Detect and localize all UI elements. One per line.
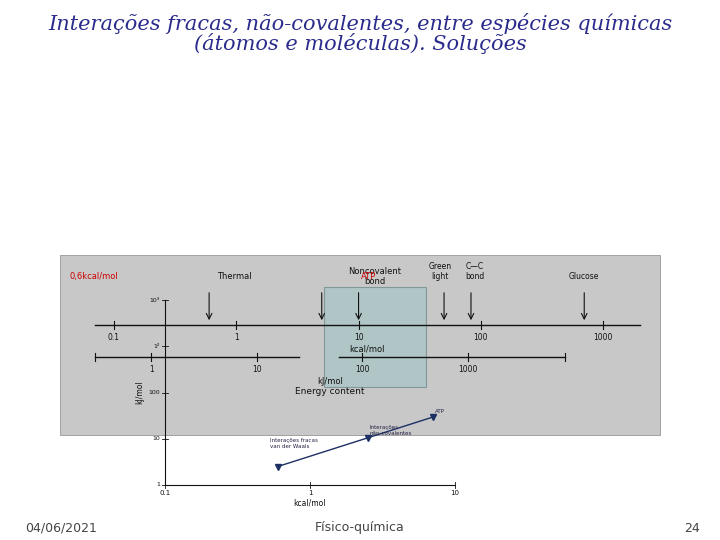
Text: Noncovalent
bond: Noncovalent bond [348, 267, 402, 286]
Text: (átomos e moléculas). Soluções: (átomos e moléculas). Soluções [194, 32, 526, 53]
Text: 1: 1 [156, 483, 160, 488]
Text: Interações
não-covalentes: Interações não-covalentes [369, 425, 412, 436]
Text: 0,6kcal/mol: 0,6kcal/mol [70, 272, 119, 281]
Text: Thermal: Thermal [217, 272, 252, 281]
Text: 1000: 1000 [593, 333, 613, 342]
Text: kJ/mol: kJ/mol [135, 381, 145, 404]
Text: kcal/mol: kcal/mol [350, 345, 385, 354]
Text: Interações fracas, não-covalentes, entre espécies químicas: Interações fracas, não-covalentes, entre… [48, 14, 672, 35]
Text: 100: 100 [474, 333, 488, 342]
Text: 10: 10 [451, 490, 459, 496]
Text: Glucose: Glucose [569, 272, 600, 281]
Text: ATP: ATP [361, 272, 376, 281]
Text: 10: 10 [354, 333, 364, 342]
Text: Green
light: Green light [428, 261, 451, 281]
Text: ATP: ATP [435, 409, 444, 414]
Text: 10: 10 [152, 436, 160, 441]
Text: 100: 100 [355, 365, 369, 374]
Text: 1: 1 [149, 365, 153, 374]
Text: C—C
bond: C—C bond [465, 261, 485, 281]
Text: kJ/mol: kJ/mol [317, 377, 343, 386]
Text: 1000: 1000 [458, 365, 477, 374]
Bar [60, 255, 660, 435]
Bar [324, 287, 426, 387]
Text: kcal/mol: kcal/mol [294, 499, 326, 508]
Text: 0.1: 0.1 [108, 333, 120, 342]
Text: 100: 100 [148, 390, 160, 395]
Text: 1: 1 [307, 490, 312, 496]
Text: 10³: 10³ [150, 298, 160, 302]
Text: 24: 24 [684, 522, 700, 535]
Text: 1²: 1² [153, 344, 160, 349]
Text: 10: 10 [252, 365, 261, 374]
Text: Energy content: Energy content [295, 387, 365, 396]
Text: Interações fracas
van der Waals: Interações fracas van der Waals [270, 438, 318, 449]
Text: 04/06/2021: 04/06/2021 [25, 522, 97, 535]
Text: Físico-química: Físico-química [315, 522, 405, 535]
Text: 1: 1 [234, 333, 238, 342]
Text: 0.1: 0.1 [159, 490, 171, 496]
